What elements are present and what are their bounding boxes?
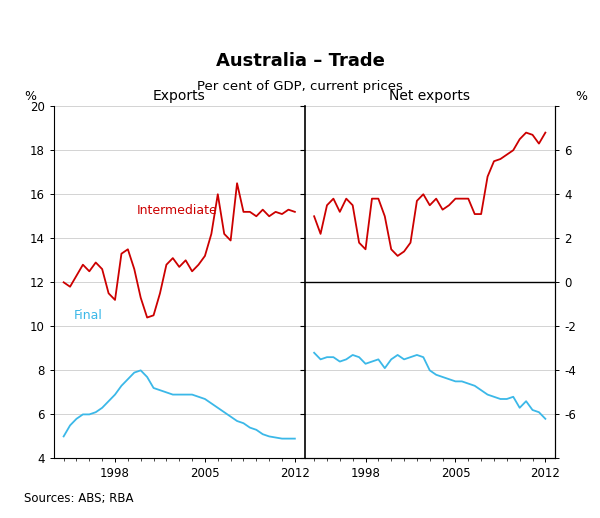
Text: %: % (575, 90, 587, 103)
Text: %: % (24, 90, 36, 103)
Text: Final: Final (74, 309, 103, 322)
Text: Net exports: Net exports (389, 89, 470, 103)
Text: Intermediate: Intermediate (137, 204, 217, 217)
Text: Exports: Exports (153, 89, 206, 103)
Text: Australia – Trade: Australia – Trade (215, 52, 385, 70)
Text: Sources: ABS; RBA: Sources: ABS; RBA (24, 492, 133, 505)
Text: Per cent of GDP, current prices: Per cent of GDP, current prices (197, 80, 403, 93)
